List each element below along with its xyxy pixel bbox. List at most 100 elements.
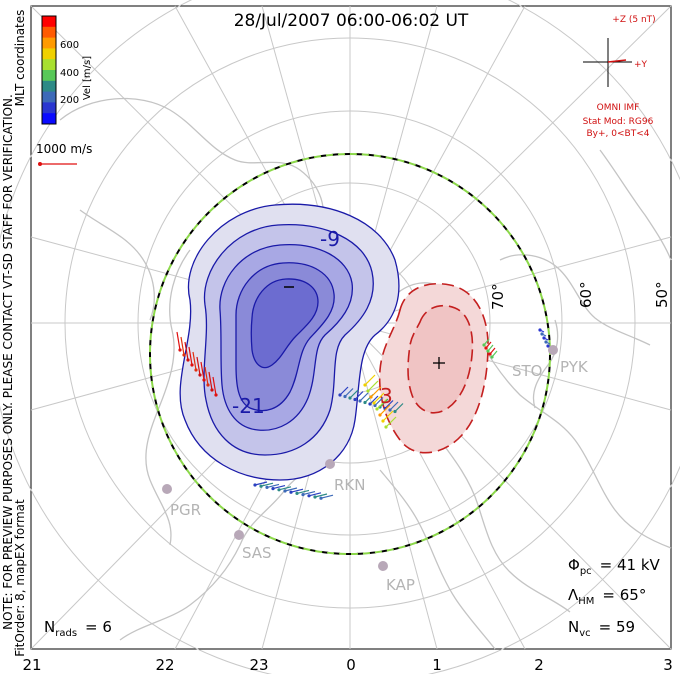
positive-focus-marker	[433, 357, 445, 369]
station-marker-pyk	[548, 345, 558, 355]
vector-line	[314, 493, 328, 498]
vector-line	[180, 336, 185, 356]
vector-line	[354, 391, 364, 400]
imf-clock-axes	[583, 38, 632, 87]
vector-line	[339, 386, 349, 396]
vector-line	[188, 346, 193, 366]
contour-label-neg9: -9	[320, 227, 340, 251]
latitude-label-70: 70°	[489, 283, 507, 310]
imf-z-label: +Z (5 nT)	[612, 15, 655, 25]
vector-line	[296, 489, 310, 494]
colorbar-swatch	[42, 37, 56, 49]
vector-line	[376, 398, 388, 410]
vector-line	[204, 366, 209, 386]
vector-line	[308, 492, 322, 497]
vector-line	[254, 481, 268, 486]
vector-line	[379, 404, 391, 416]
latitude-label-60: 60°	[577, 281, 595, 308]
imf-source: OMNI IMF	[597, 103, 640, 113]
colorbar-swatch	[42, 59, 56, 71]
vector-line	[389, 401, 399, 411]
vector-line	[491, 350, 498, 358]
imf-y-label: +Y	[634, 60, 648, 70]
colorbar-swatch	[42, 70, 56, 82]
station-marker-rkn	[325, 459, 335, 469]
vector-line	[278, 486, 292, 491]
vector-line	[284, 487, 298, 492]
vector-line	[212, 376, 217, 396]
reference-vector-label: 1000 m/s	[36, 142, 92, 156]
reference-vector-origin	[38, 162, 42, 166]
hm-latitude-text: ΛHM = 65°	[568, 586, 646, 607]
mlt-tick-2: 2	[534, 656, 544, 674]
vector-line	[349, 389, 359, 399]
imf-vector	[607, 59, 627, 63]
station-label-sto: STO	[512, 362, 543, 380]
station-label-sas: SAS	[242, 544, 272, 562]
colorbar-swatch	[42, 16, 56, 28]
station-label-pgr: PGR	[170, 501, 201, 519]
cpcp-text: Φpc = 41 kV	[568, 556, 661, 577]
vector-line	[539, 329, 545, 333]
radar-count-text: Nrads = 6	[44, 618, 112, 639]
vector-line	[359, 392, 369, 402]
vector-line	[489, 347, 496, 355]
mlt-tick-3: 3	[663, 656, 673, 674]
vector-count-text: Nvc = 59	[568, 618, 635, 639]
station-marker-kap	[378, 561, 388, 571]
vector-line	[266, 483, 280, 488]
vector-line	[382, 410, 394, 422]
mlt-tick-22: 22	[155, 656, 174, 674]
map-title: 28/Jul/2007 06:00-06:02 UT	[234, 11, 469, 31]
vector-line	[367, 380, 379, 392]
vector-line	[192, 351, 197, 371]
mlt-tick-0: 0	[346, 656, 356, 674]
vector-line	[379, 398, 389, 408]
vector-line	[344, 388, 354, 397]
station-label-pyk: PYK	[560, 358, 589, 376]
vector-line	[272, 485, 286, 490]
vector-line	[370, 386, 382, 398]
station-label-rkn: RKN	[334, 476, 365, 494]
colorbar-tick-600: 600	[60, 40, 79, 51]
vector-line	[385, 416, 397, 428]
station-marker-sas	[234, 530, 244, 540]
vector-line	[208, 371, 213, 391]
vector-line	[543, 337, 549, 341]
station-label-kap: KAP	[386, 576, 415, 594]
station-marker-pgr	[162, 484, 172, 494]
vector-line	[384, 400, 394, 409]
colorbar-swatch	[42, 48, 56, 60]
preview-disclaimer: NOTE: FOR PREVIEW PURPOSES ONLY. PLEASE …	[1, 94, 15, 630]
negative-cell	[179, 203, 400, 481]
vector-line	[545, 341, 551, 345]
vector-line	[364, 374, 376, 386]
vector-line	[394, 403, 404, 412]
vector-line	[302, 491, 316, 496]
colorbar-swatch	[42, 91, 56, 103]
latitude-label-50: 50°	[653, 281, 671, 308]
colorbar-swatch	[42, 102, 56, 114]
vector-line	[369, 395, 379, 405]
imf-condition: By+, 0<BT<4	[587, 129, 650, 139]
velocity-vectors	[176, 328, 553, 500]
imf-model: Stat Mod: RG96	[583, 117, 654, 127]
vector-line	[176, 331, 181, 351]
mlt-tick-23: 23	[249, 656, 268, 674]
colorbar-tick-200: 200	[60, 95, 79, 106]
vector-line	[290, 488, 304, 493]
vector-line	[487, 344, 494, 352]
positive-cell	[378, 283, 489, 454]
vector-line	[373, 392, 385, 404]
vector-line	[485, 341, 492, 349]
vector-line	[374, 397, 384, 406]
mlt-tick-21: 21	[22, 656, 41, 674]
colorbar-outline	[41, 15, 57, 125]
vector-line	[200, 361, 205, 381]
velocity-colorbar	[41, 15, 57, 125]
station-markers	[162, 345, 558, 571]
colorbar-tick-400: 400	[60, 68, 79, 79]
colorbar-swatch	[42, 113, 56, 125]
coords-label: MLT coordinates	[13, 10, 27, 107]
